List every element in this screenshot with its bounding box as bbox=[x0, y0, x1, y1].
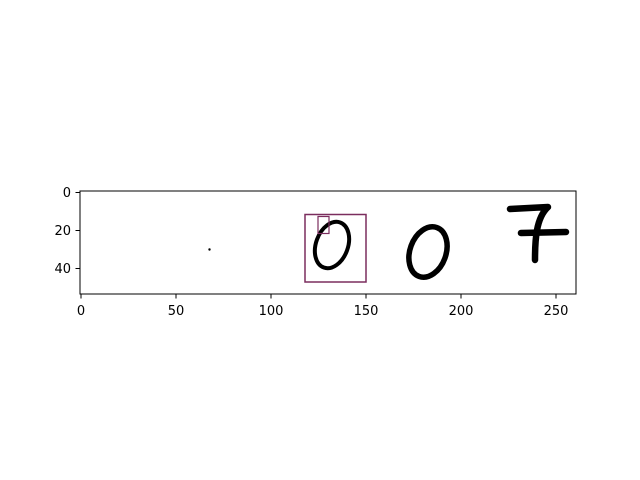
x-tick-label: 200 bbox=[449, 304, 474, 319]
digit-7-crossbar bbox=[517, 228, 570, 237]
annotation-box-large bbox=[304, 213, 367, 283]
y-tick-label: 20 bbox=[54, 224, 71, 239]
image-background bbox=[80, 191, 576, 294]
x-tick-label: 100 bbox=[259, 304, 284, 319]
x-tick-label: 250 bbox=[544, 304, 569, 319]
digit-7 bbox=[506, 203, 552, 264]
annotation-box-small bbox=[317, 215, 330, 235]
noise-speck bbox=[208, 248, 211, 251]
axes-frame bbox=[79, 190, 577, 295]
y-tick-label: 0 bbox=[63, 186, 71, 201]
x-tick-label: 0 bbox=[77, 304, 85, 319]
y-axis bbox=[75, 192, 80, 269]
y-tick-label: 40 bbox=[54, 262, 71, 277]
x-axis bbox=[80, 294, 557, 299]
handwritten-digits bbox=[208, 203, 570, 280]
digit-0-first bbox=[312, 219, 352, 271]
digit-0-second bbox=[406, 224, 450, 280]
x-tick-label: 150 bbox=[354, 304, 379, 319]
x-tick-label: 50 bbox=[168, 304, 185, 319]
